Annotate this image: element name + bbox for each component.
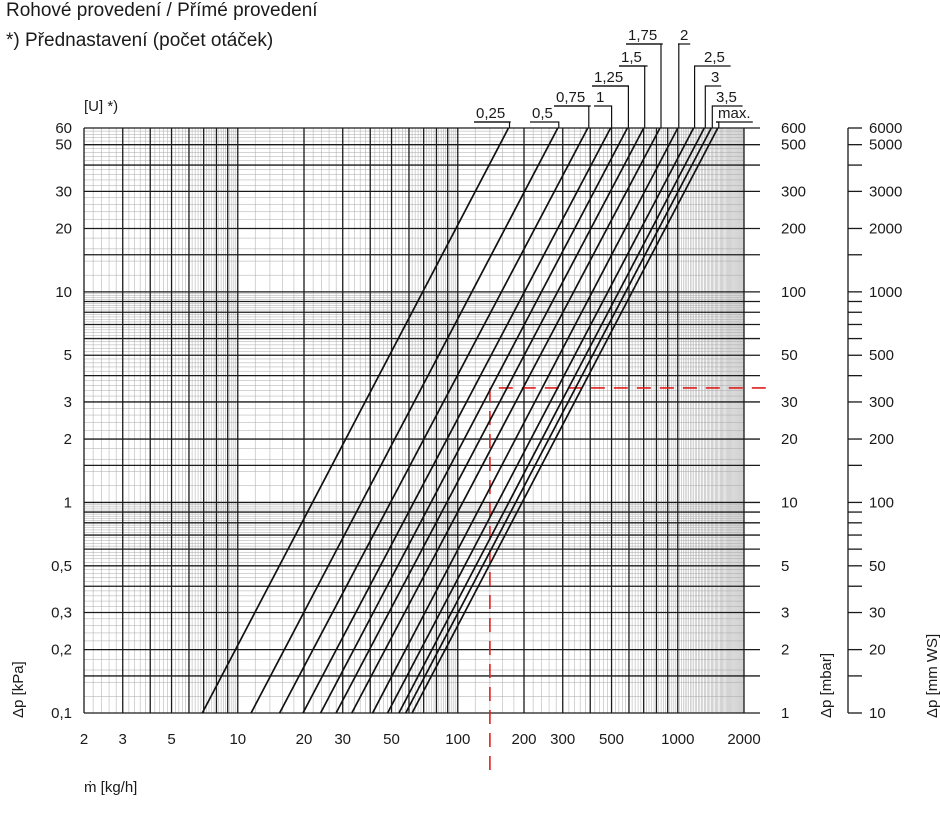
x-tick-label: 3 [119,731,127,748]
y-tick-label-mbar: 100 [781,284,806,301]
series-label-leader [678,43,680,128]
y-tick-label-mbar: 30 [781,394,798,411]
y-tick-label-mmws: 1000 [869,284,902,301]
y-tick-label-kpa: 0,2 [51,642,72,659]
y-tick-label-mmws: 500 [869,347,894,364]
series-label: 1,75 [628,27,657,44]
chart-subtitle: *) Přednastavení (počet otáček) [6,30,274,51]
y-tick-label-kpa: 50 [55,137,72,154]
tick-labels: 2 3 5 10 20 30 50 100 200 300 500 1000 2000 0,1 1 10 0,2… [51,120,902,748]
y-tick-label-mmws: 300 [869,394,894,411]
x-tick-label: 5 [167,731,175,748]
x-tick-label: 2 [80,731,88,748]
y-tick-label-kpa: 0,1 [51,705,72,722]
x-tick-label: 2000 [727,731,760,748]
series-label-leader [711,105,714,128]
y-tick-label-mmws: 50 [869,558,886,575]
series-label: 0,5 [532,105,553,122]
series-label-leader [716,121,720,128]
series-line [302,127,612,714]
y-tick-label-mmws: 100 [869,494,894,511]
reference-line [489,387,770,770]
series-line [201,127,510,714]
series-line [398,127,706,714]
series-line [250,127,559,714]
series-label: 2,5 [704,49,725,66]
x-tick-label: 1000 [661,731,694,748]
series-line [351,127,661,714]
y-tick-label-mmws: 6000 [869,120,902,137]
series-label: 0,25 [476,105,505,122]
series-line [386,127,695,714]
y-axis-label-kpa: Δp [kPa] [10,661,27,718]
series-line [411,127,719,714]
y-tick-label-kpa: 0,5 [51,558,72,575]
y-tick-label-kpa: 60 [55,120,72,137]
series-line [319,127,629,714]
y-tick-label-mmws: 2000 [869,221,902,238]
series-label: 1,5 [621,49,642,66]
series-line [371,127,679,714]
axes [847,127,862,714]
series-line [278,127,589,714]
y-tick-label-kpa: 2 [64,431,72,448]
x-tick-label: 10 [229,731,246,748]
y-tick-label-mbar: 500 [781,137,806,154]
y-tick-label-mbar: 2 [781,642,789,659]
y-tick-label-mbar: 5 [781,558,789,575]
y-tick-label-mbar: 1 [781,705,789,722]
y-tick-label-mmws: 200 [869,431,894,448]
x-tick-label: 300 [550,731,575,748]
y-tick-label-mmws: 20 [869,642,886,659]
y-axis-label-mbar: Δp [mbar] [818,653,835,718]
chart-title: Rohové provedení / Přímé provedení [6,0,318,21]
series-label-leader [693,65,702,128]
y-tick-label-kpa: 10 [55,284,72,301]
y-tick-label-kpa: 20 [55,221,72,238]
series-label: max. [718,105,751,122]
series-label-leader [530,121,560,128]
y-tick-label-kpa: 3 [64,394,72,411]
y-tick-label-mmws: 10 [869,705,886,722]
y-tick-label-kpa: 1 [64,494,72,511]
series-label-leader [704,85,709,128]
y-tick-label-mbar: 50 [781,347,798,364]
series-label: 3,5 [716,89,737,106]
y-tick-label-kpa: 0,3 [51,605,72,622]
series-label: 1 [596,89,604,106]
curve-group-label: [U] *) [84,98,118,115]
y-tick-label-kpa: 5 [64,347,72,364]
y-tick-label-mbar: 20 [781,431,798,448]
y-tick-label-mmws: 5000 [869,137,902,154]
series-label: 1,25 [594,69,623,86]
x-tick-label: 200 [511,731,536,748]
y-axis-label-mmws: Δp [mm WS] [924,634,940,718]
x-tick-label: 100 [445,731,470,748]
x-axis-label: ṁ [kg/h] [84,779,137,796]
fine-grid [83,127,745,714]
y-tick-label-mmws: 3000 [869,183,902,200]
y-tick-label-mmws: 30 [869,605,886,622]
series-line [404,127,713,714]
series-label: 3 [711,69,719,86]
series-line [335,127,645,714]
y-tick-label-mbar: 10 [781,494,798,511]
x-tick-label: 20 [296,731,313,748]
y-tick-label-mbar: 600 [781,120,806,137]
reference-line-path [489,387,770,770]
y-tick-label-mbar: 3 [781,605,789,622]
series-label: 2 [680,27,688,44]
y-tick-label-kpa: 30 [55,183,72,200]
x-tick-label: 50 [383,731,400,748]
series-label-leader [474,121,511,128]
x-tick-label: 500 [599,731,624,748]
series-label-leader [594,105,613,128]
x-tick-label: 30 [334,731,351,748]
y-tick-label-mbar: 300 [781,183,806,200]
y-tick-label-mbar: 200 [781,221,806,238]
series-label: 0,75 [556,89,585,106]
